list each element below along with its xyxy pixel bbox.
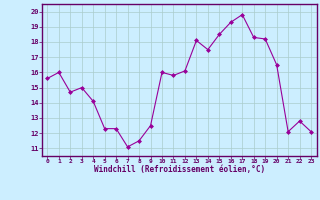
X-axis label: Windchill (Refroidissement éolien,°C): Windchill (Refroidissement éolien,°C) bbox=[94, 165, 265, 174]
